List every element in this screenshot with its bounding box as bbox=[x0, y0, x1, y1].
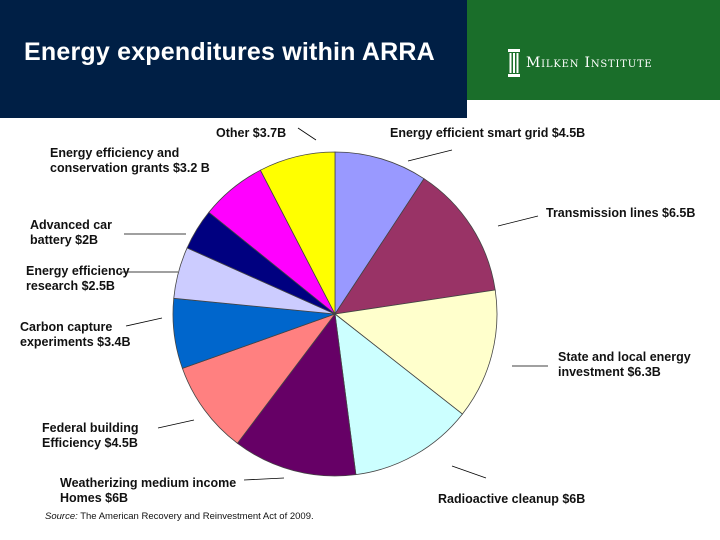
pie-slice-6 bbox=[181, 313, 337, 444]
slice-label-6: Federal building Efficiency $4.5B bbox=[42, 421, 139, 450]
slice-label-8: Energy efficiency research $2.5B bbox=[26, 264, 130, 293]
pillar-icon bbox=[508, 49, 520, 77]
slice-label-3: State and local energy investment $6.3B bbox=[558, 350, 691, 379]
pie-slice-11 bbox=[259, 151, 336, 315]
slice-label-11: Other $3.7B bbox=[216, 126, 287, 140]
slice-label-5: Weatherizing medium income Homes $6B bbox=[60, 476, 237, 505]
pie-slice-4 bbox=[334, 313, 463, 476]
slice-label-7: Carbon capture experiments $3.4B bbox=[20, 320, 131, 349]
slice-label-10: Energy efficiency and conservation grant… bbox=[50, 146, 210, 175]
leader-line-6 bbox=[157, 419, 195, 429]
leader-line-11 bbox=[297, 127, 317, 141]
source-text: The American Recovery and Reinvestment A… bbox=[77, 511, 314, 522]
slice-label-1: Energy efficient smart grid $4.5B bbox=[390, 126, 586, 140]
pie-slice-3 bbox=[334, 289, 498, 415]
leader-line-4 bbox=[451, 465, 487, 479]
source-note: Source: The American Recovery and Reinve… bbox=[45, 511, 314, 522]
header-navy-panel bbox=[0, 0, 467, 118]
pie-slice-1 bbox=[334, 151, 425, 316]
leader-line-2 bbox=[497, 215, 539, 227]
page-title: Energy expenditures within ARRA bbox=[24, 38, 435, 66]
source-prefix: Source: bbox=[45, 511, 78, 522]
slice-label-4: Radioactive cleanup $6B bbox=[438, 492, 586, 506]
pie-slice-2 bbox=[334, 178, 496, 315]
milken-logo: Milken Institute bbox=[508, 48, 653, 78]
leader-line-7 bbox=[125, 317, 163, 327]
leader-line-1 bbox=[407, 149, 453, 162]
pie-slice-5 bbox=[236, 312, 357, 477]
logo-text: Milken Institute bbox=[526, 55, 653, 71]
header-banner: Energy expenditures within ARRA Milken I… bbox=[0, 0, 720, 118]
leader-line-5 bbox=[243, 477, 285, 481]
slice-label-2: Transmission lines $6.5B bbox=[546, 206, 696, 220]
slice-label-9: Advanced car battery $2B bbox=[30, 218, 112, 247]
